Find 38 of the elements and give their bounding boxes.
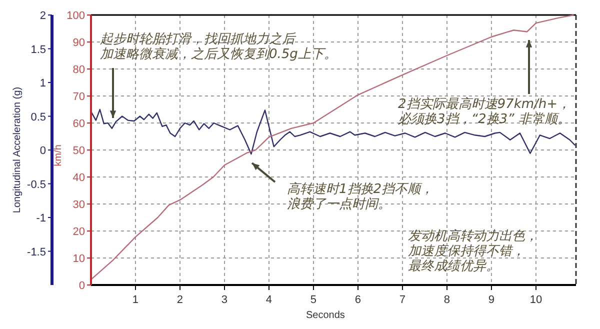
x-tick-label: 4 xyxy=(266,294,272,306)
y-tick-label: -0.5 xyxy=(27,178,46,191)
x-tick-label: 2 xyxy=(176,294,184,306)
x-tick-label: 9 xyxy=(488,294,495,306)
annotation: 发动机高转动力出色，加速度保持得不错，最终成绩优异。 xyxy=(408,228,538,274)
x-axis-title: Seconds xyxy=(306,310,345,321)
annotation: 2挡实际最高时速97km/h+，必须换3挡，“2换3” 非常顺。 xyxy=(398,96,571,127)
y2-tick-label: 70 xyxy=(72,91,85,103)
y-tick-label: 1.5 xyxy=(30,44,46,56)
y-tick-label: -1 xyxy=(36,212,46,224)
y2-tick-label: 90 xyxy=(72,37,85,49)
y2-tick-label: 20 xyxy=(72,226,85,238)
y-tick-label: 2 xyxy=(40,10,46,22)
x-tick-label: 10 xyxy=(530,294,542,306)
y2-tick-label: 50 xyxy=(72,145,85,157)
line-series xyxy=(90,14,574,280)
x-tick-label: 8 xyxy=(444,294,450,306)
x-tick-label: 6 xyxy=(354,294,362,306)
y2-tick-label: 0 xyxy=(78,280,85,292)
annotation: 高转速时1挡换2挡不顺，浪费了一点时间。 xyxy=(287,181,434,212)
y-tick-label: 0.5 xyxy=(30,111,46,124)
y2-tick-label: 30 xyxy=(72,199,85,211)
y-axis-title: Longitudinal Acceleration (g) xyxy=(12,86,23,214)
x-tick-label: 1 xyxy=(132,294,139,306)
y2-tick-label: 40 xyxy=(72,172,85,184)
y-tick-label: -1.5 xyxy=(27,246,46,258)
y2-tick-label: 100 xyxy=(66,10,85,22)
annotation: 起步时轮胎打滑，找回抓地力之后加速略微衰减，之后又恢复到0.5g上下。 xyxy=(100,32,337,62)
y-tick-label: 0 xyxy=(40,145,46,157)
x-tick-label: 7 xyxy=(399,294,406,306)
x-tick-label: 3 xyxy=(221,294,228,306)
y2-tick-label: 80 xyxy=(72,64,85,76)
y-tick-label: 1 xyxy=(40,78,46,90)
y2-tick-label: 10 xyxy=(72,253,85,265)
y2-tick-label: 60 xyxy=(72,118,85,130)
line-series xyxy=(90,108,576,155)
y2-axis-title: km/h xyxy=(53,144,64,166)
x-tick-label: 5 xyxy=(310,294,317,306)
